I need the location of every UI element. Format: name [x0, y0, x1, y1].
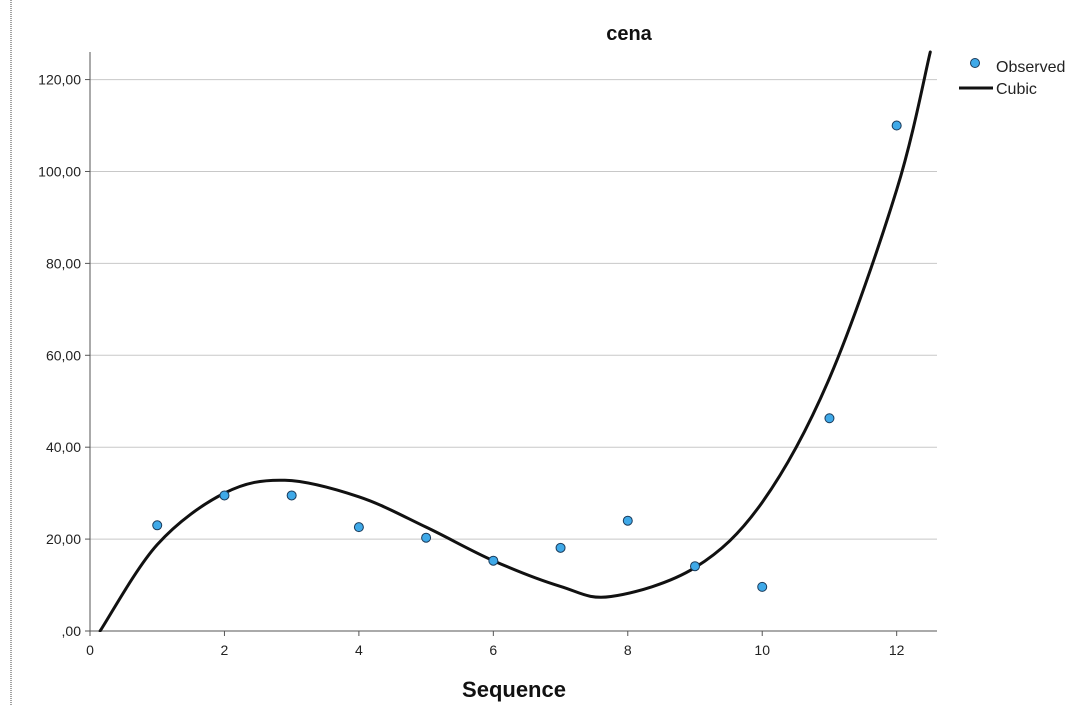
- observed-points: [152, 120, 902, 592]
- chart-title: cena: [606, 23, 652, 45]
- observed-point-7: [555, 542, 566, 553]
- x-tick-label-3: 6: [489, 642, 497, 658]
- observed-point-6: [488, 555, 499, 566]
- y-ticks: ,00 20,00 40,00 60,00 80,00 100,00 120,00: [38, 72, 90, 639]
- y-tick-label-0: ,00: [62, 623, 82, 639]
- legend-cubic-label: Cubic: [996, 81, 1037, 98]
- observed-point-11: [824, 413, 835, 424]
- x-tick-label-4: 8: [624, 642, 632, 658]
- y-tick-label-6: 120,00: [38, 72, 81, 88]
- x-tick-label-1: 2: [221, 642, 229, 658]
- x-axis-title: Sequence: [462, 677, 566, 702]
- observed-point-4: [353, 522, 364, 533]
- x-tick-label-6: 12: [889, 642, 905, 658]
- observed-point-2: [219, 490, 230, 501]
- y-tick-label-2: 40,00: [46, 439, 81, 455]
- x-ticks: 0 2 4 6 8 10 12: [86, 631, 905, 658]
- observed-point-12: [891, 120, 902, 131]
- grid-lines: [90, 79, 937, 540]
- cubic-fit-line: [98, 50, 932, 632]
- x-tick-label-5: 10: [754, 642, 770, 658]
- observed-point-1: [152, 520, 163, 531]
- observed-point-10: [757, 581, 768, 592]
- plot-area: [98, 50, 932, 632]
- legend-observed-label: Observed: [996, 59, 1065, 76]
- observed-point-8: [622, 515, 633, 526]
- y-tick-label-4: 80,00: [46, 255, 81, 271]
- observed-point-3: [286, 490, 297, 501]
- y-tick-label-1: 20,00: [46, 531, 81, 547]
- observed-point-9: [690, 561, 700, 572]
- y-tick-label-5: 100,00: [38, 163, 81, 179]
- x-tick-label-0: 0: [86, 642, 94, 658]
- observed-point-5: [421, 532, 432, 543]
- y-tick-label-3: 60,00: [46, 347, 81, 363]
- legend-observed-marker: [970, 58, 980, 68]
- x-tick-label-2: 4: [355, 642, 363, 658]
- legend: Observed Cubic: [959, 58, 1065, 98]
- axes: [89, 52, 937, 632]
